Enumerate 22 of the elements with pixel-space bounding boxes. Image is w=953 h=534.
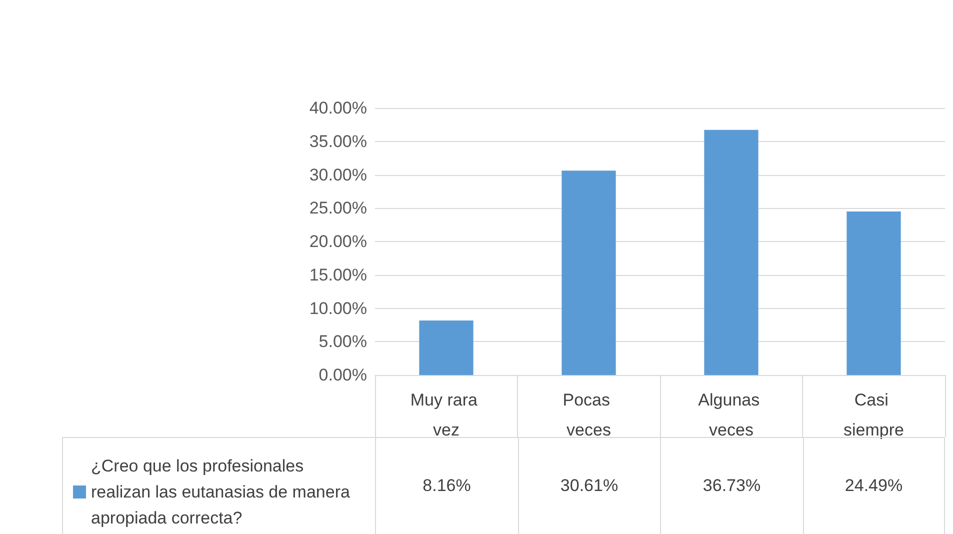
text: 8.16% (422, 476, 471, 495)
y-tick-label: 40.00% (309, 98, 367, 118)
text: 30.61% (560, 476, 618, 495)
bar (419, 320, 474, 375)
y-tick-label: 0.00% (318, 366, 367, 384)
bar (704, 130, 758, 375)
y-tick-label: 20.00% (309, 232, 367, 251)
x-tick-label: Muy rara vez (410, 390, 482, 440)
x-tick-label: Algunas veces (698, 390, 764, 440)
x-tick-label: Casi siempre (844, 390, 904, 440)
y-tick-label: 30.00% (309, 165, 367, 184)
legend-label: ¿Creo que los profesionales realizan las eutanasias de manera apropiada correcta? (91, 456, 355, 528)
y-tick-label: 35.00% (309, 132, 367, 151)
bar (562, 170, 616, 375)
bar (846, 212, 901, 375)
y-tick-label: 5.00% (318, 332, 367, 352)
y-tick-label: 10.00% (309, 298, 367, 318)
y-tick-label: 15.00% (309, 265, 367, 284)
text: 24.49% (844, 476, 903, 495)
text: 36.73% (702, 476, 761, 495)
x-tick-label: Pocas veces (562, 390, 615, 440)
y-tick-label: 25.00% (309, 198, 367, 218)
